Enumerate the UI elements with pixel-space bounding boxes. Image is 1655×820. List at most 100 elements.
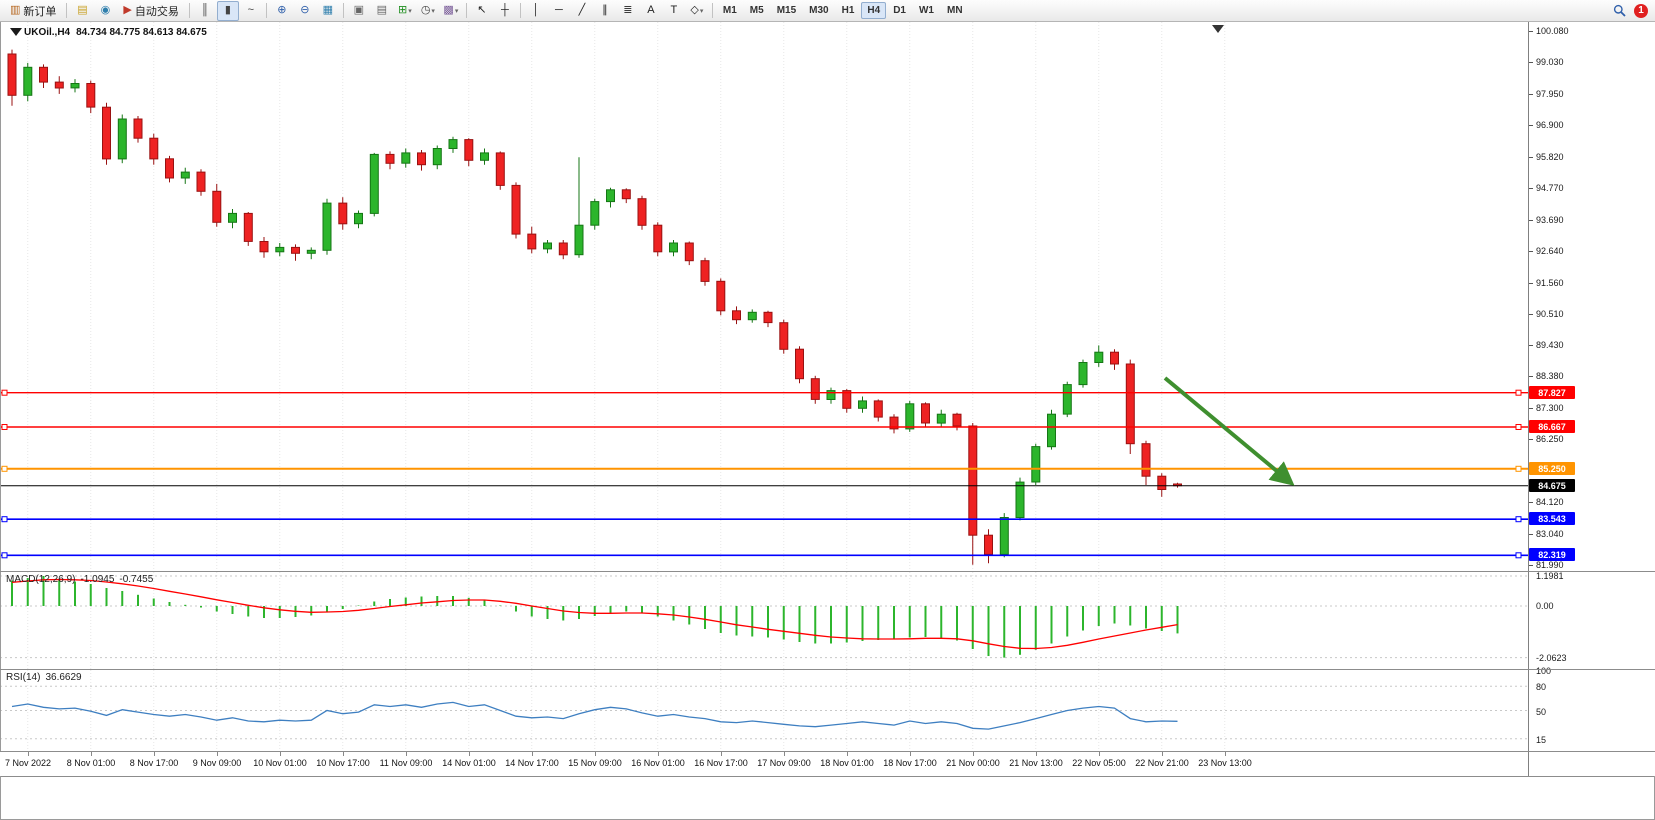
candle [448,139,458,149]
main-chart-pane[interactable] [0,22,1528,571]
candle [637,198,647,226]
line-handle[interactable] [1,389,8,396]
tile-windows-icon[interactable]: ▦ [317,1,339,21]
search-icon[interactable] [1608,1,1630,21]
candle [842,390,852,409]
candle [228,212,237,223]
crosshair-icon-icon: ┼ [500,4,509,16]
timeframe-h1[interactable]: H1 [841,5,855,16]
horizontal-line-86.667[interactable] [0,424,1528,430]
line-handle[interactable] [1,552,8,559]
indicators-add-icon[interactable]: ⊞ ▾ [394,1,416,21]
price-tick-label: 84.120 [1536,497,1564,507]
templates-icon[interactable]: ▩ ▾ [440,1,462,21]
crosshair-icon[interactable]: ┼ [494,1,516,21]
price-tick-label: 96.900 [1536,120,1564,130]
line-handle[interactable] [1,465,8,472]
timeframe-w1[interactable]: W1 [918,5,934,16]
timeframe-m30[interactable]: M30 [809,5,829,16]
autotrading-button-label: 自动交易 [134,5,179,18]
candle [1062,384,1072,415]
timeframe-m5[interactable]: M5 [749,5,764,16]
chart-shift-marker[interactable] [1212,25,1224,33]
price-tick-label: 100.080 [1536,26,1569,36]
zoom-out-icon[interactable]: ⊖ [294,1,316,21]
timeframe-h4[interactable]: H4 [861,2,887,19]
horizontal-line-87.827[interactable] [0,389,1528,396]
horizontal-line-icon[interactable]: ─ [548,1,570,21]
line-handle[interactable] [1515,424,1522,430]
price-tick-mark [1529,125,1533,126]
price-axis[interactable]: 100.080 99.030 97.950 96.900 95.820 94.770 93.… [1528,22,1655,776]
text-icon-icon: A [647,4,655,16]
periods-icon[interactable]: ◷ ▾ [417,1,439,21]
equidistant-channel-icon-icon: ∥ [602,4,608,16]
rsi-line [11,701,1178,730]
line-handle[interactable] [1,424,8,430]
line-handle[interactable] [1515,552,1522,559]
candle [70,83,80,89]
timeframe-m1[interactable]: M1 [722,5,737,16]
one-click-trading-toggle[interactable] [10,28,22,36]
text-icon[interactable]: A [640,1,662,21]
line-chart-icon[interactable]: ~ [240,1,262,21]
vertical-gridlines [27,572,1226,669]
pane-separator-macd[interactable] [0,571,1655,572]
macd-scale-label: 1.1981 [1536,571,1564,581]
line-handle[interactable] [1,516,8,523]
auto-scroll-icon[interactable]: ▣ [348,1,370,21]
candle [511,184,521,235]
line-handle[interactable] [1515,389,1522,396]
bar-chart-icon[interactable]: ║ [194,1,216,21]
macd-pane[interactable] [0,572,1528,669]
notification-badge[interactable]: 1 [1634,3,1648,18]
text-label-icon[interactable]: T [663,1,685,21]
time-tick-mark [532,752,533,756]
new-order-button[interactable]: ▥ 新订单 [4,1,62,21]
horizontal-line-85.250[interactable] [0,465,1528,472]
chart-bottom-border [0,776,1655,777]
candle [889,416,899,430]
timeframe-d1[interactable]: D1 [893,5,906,16]
line-handle[interactable] [1515,516,1522,523]
equidistant-channel-icon[interactable]: ∥ [594,1,616,21]
candle [669,242,678,253]
time-axis-label: 21 Nov 00:00 [946,758,1000,768]
candle [936,413,946,424]
periods-icon-icon: ◷ [420,4,431,16]
arrows-icon[interactable]: ◇ ▾ [686,1,708,21]
candle [338,202,348,225]
candle [574,224,584,256]
horizontal-line-83.543[interactable] [0,516,1528,523]
fibonacci-icon[interactable]: ≣ [617,1,639,21]
timeframe-mn[interactable]: MN [946,5,963,16]
candle [196,171,206,192]
autotrading-button[interactable]: ▶ 自动交易 [117,1,184,21]
time-tick-mark [154,752,155,756]
chart-shift-icon[interactable]: ▤ [371,1,393,21]
candlestick-chart-icon[interactable]: ▮ [216,0,239,21]
timeframe-m15[interactable]: M15 [776,5,797,16]
zoom-in-icon[interactable]: ⊕ [271,1,293,21]
macd-name: MACD(12,26,9) [6,574,76,585]
candle [1031,446,1041,483]
pane-separator-rsi[interactable] [0,669,1655,670]
price-tick-label: 89.430 [1536,340,1564,350]
trend-arrow[interactable] [1163,376,1295,486]
vertical-line-icon[interactable]: │ [525,1,547,21]
rsi-pane[interactable] [0,670,1528,751]
charts-grid-icon[interactable]: ▤ [71,1,93,21]
candle [1141,443,1151,477]
macd-signal-value: -0.7455 [119,574,154,585]
candle [369,153,379,214]
time-axis[interactable]: 7 Nov 2022 8 Nov 01:00 8 Nov 17:00 9 Nov 09… [0,752,1528,776]
trendline-icon[interactable]: ╱ [571,1,593,21]
horizontal-line-82.319[interactable] [0,552,1528,559]
time-tick-mark [1036,752,1037,756]
pane-separator-time[interactable] [0,751,1655,752]
cursor-icon[interactable]: ↖ [471,1,493,21]
line-handle[interactable] [1515,465,1522,472]
candle [133,118,143,139]
quotes-icon[interactable]: ◉ [94,1,116,21]
price-tick-mark [1529,220,1533,221]
